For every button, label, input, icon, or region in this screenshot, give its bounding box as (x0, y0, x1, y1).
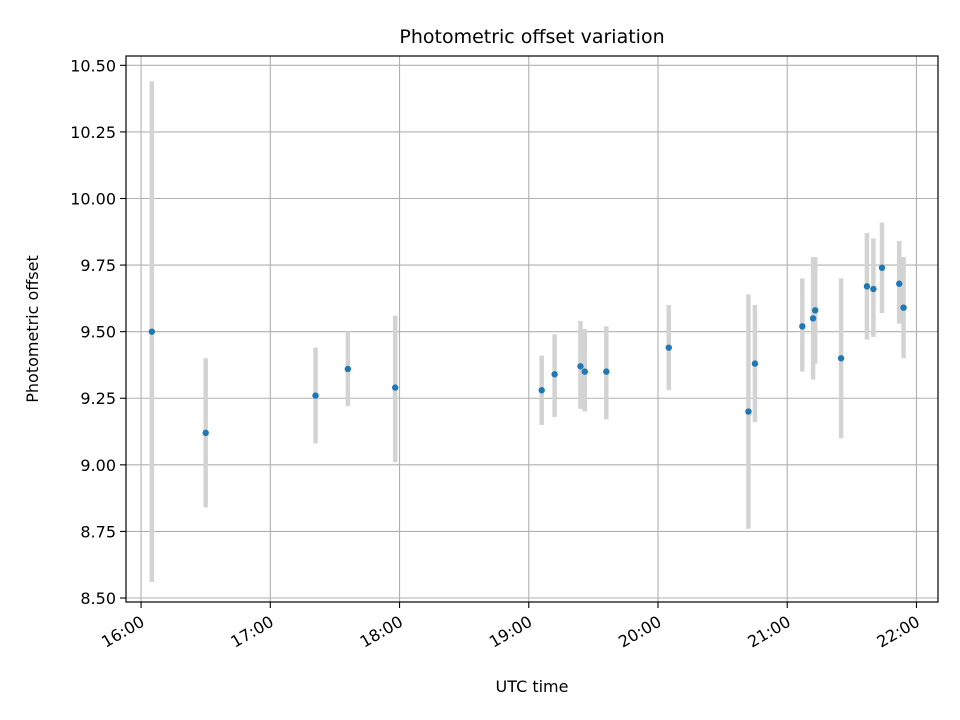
data-point (581, 368, 588, 375)
data-point (863, 283, 871, 290)
data-point (577, 363, 584, 370)
data-point (837, 355, 845, 362)
data-point (809, 315, 817, 322)
y-tick-label: 9.25 (80, 389, 116, 408)
plot-frame (125, 55, 939, 603)
y-tick-label: 8.50 (80, 589, 116, 608)
data-point (665, 344, 672, 351)
data-point (603, 368, 610, 375)
y-tick-label: 9.50 (80, 323, 116, 342)
data-point (202, 429, 209, 437)
y-tick-label: 10.25 (70, 123, 116, 142)
data-point (148, 328, 156, 335)
data-point (392, 384, 399, 391)
data-point (799, 323, 806, 330)
data-point (751, 360, 759, 367)
data-point (538, 387, 545, 394)
data-point (878, 264, 886, 271)
grid-lines (126, 56, 938, 602)
y-axis-ticks: 8.50 8.75 9.00 9.25 9.50 9.75 10.00 10.25 10.50 (70, 56, 126, 608)
data-point (551, 371, 558, 378)
y-tick-label: 10.50 (70, 56, 116, 75)
y-tick-label: 8.75 (80, 522, 116, 541)
data-point (812, 307, 819, 314)
data-points (148, 264, 907, 437)
y-tick-label: 9.00 (80, 456, 116, 475)
data-point (745, 408, 752, 415)
data-point (870, 285, 877, 293)
data-point (896, 280, 903, 287)
y-axis-label: Photometric offset (23, 255, 42, 403)
y-tick-label: 9.75 (80, 256, 116, 275)
data-point (312, 392, 319, 399)
data-point (900, 304, 907, 311)
data-point (344, 365, 352, 373)
x-axis-label: UTC time (496, 677, 569, 696)
chart-title: Photometric offset variation (399, 26, 664, 48)
y-tick-label: 10.00 (70, 189, 116, 208)
